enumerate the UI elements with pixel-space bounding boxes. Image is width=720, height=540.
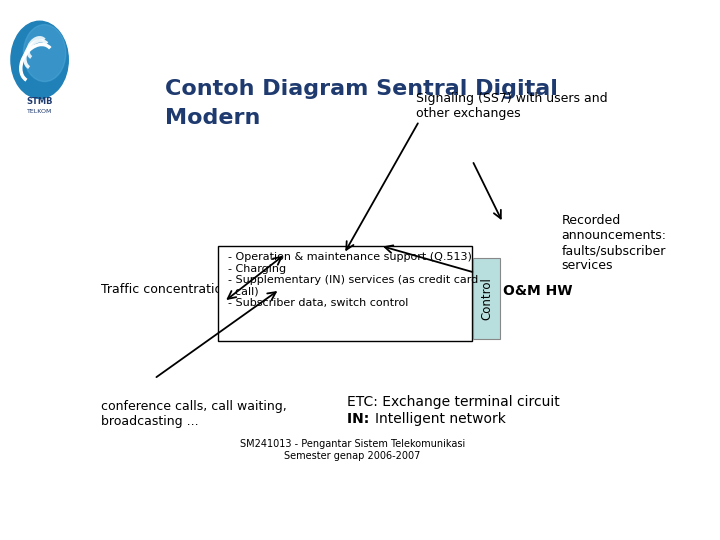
Text: SM241013 - Pengantar Sistem Telekomunikasi
Semester genap 2006-2007: SM241013 - Pengantar Sistem Telekomunika… [240, 439, 465, 461]
Text: ETC: Exchange terminal circuit: ETC: Exchange terminal circuit [347, 395, 559, 409]
Text: Recorded
announcements:
faults/subscriber
services: Recorded announcements: faults/subscribe… [562, 214, 667, 273]
Text: Modern: Modern [166, 109, 261, 129]
Text: Intelligent network: Intelligent network [374, 412, 505, 426]
Text: TELKOM: TELKOM [27, 109, 53, 114]
FancyBboxPatch shape [218, 246, 472, 341]
Text: O&M HW: O&M HW [503, 285, 572, 299]
Text: - Operation & maintenance support (Q.513)
- Charging
- Supplementary (IN) servic: - Operation & maintenance support (Q.513… [228, 252, 478, 308]
FancyBboxPatch shape [473, 258, 500, 339]
Circle shape [24, 25, 66, 82]
Text: Traffic concentration: Traffic concentration [101, 283, 230, 296]
Text: Control: Control [480, 277, 493, 320]
Text: Contoh Diagram Sentral Digital: Contoh Diagram Sentral Digital [166, 79, 558, 99]
Circle shape [11, 21, 68, 98]
Text: Signaling (SS7) with users and
other exchanges: Signaling (SS7) with users and other exc… [416, 92, 608, 120]
Text: conference calls, call waiting,
broadcasting ...: conference calls, call waiting, broadcas… [101, 400, 287, 428]
Text: STMB: STMB [27, 97, 53, 106]
Text: IN:: IN: [347, 412, 374, 426]
